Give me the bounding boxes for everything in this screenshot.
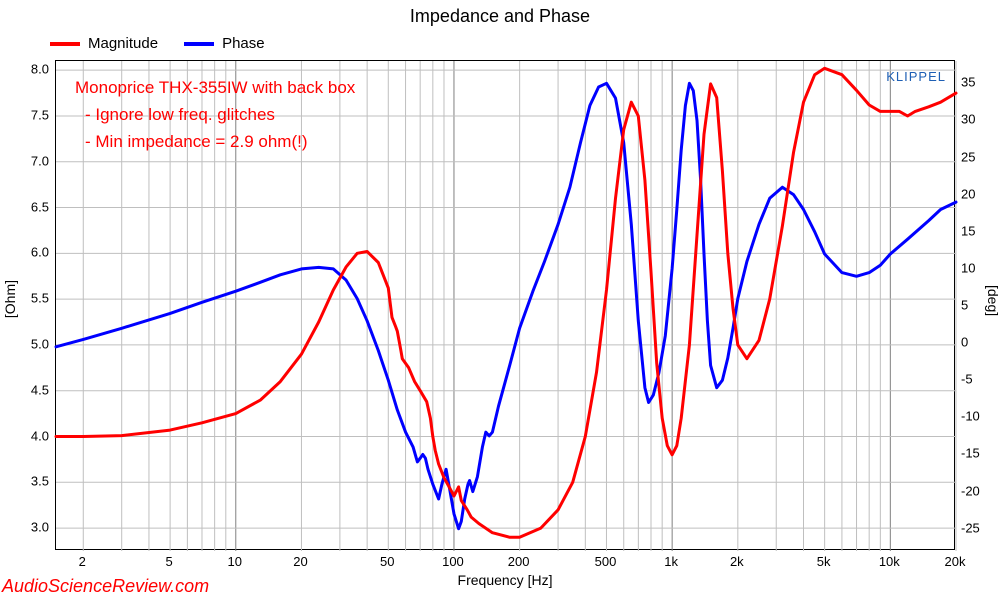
- y-right-tick: -20: [961, 483, 980, 498]
- x-tick: 1k: [664, 554, 678, 569]
- annotation: Monoprice THX-355IW with back box: [75, 78, 355, 98]
- legend-label-magnitude: Magnitude: [88, 35, 158, 52]
- y-left-tick: 8.0: [0, 62, 49, 77]
- legend-key-phase: [184, 42, 214, 46]
- legend-key-magnitude: [50, 42, 80, 46]
- y-right-tick: 10: [961, 260, 975, 275]
- x-tick: 10: [228, 554, 242, 569]
- y-right-tick: -10: [961, 409, 980, 424]
- y-right-tick: -15: [961, 446, 980, 461]
- klippel-logo: KLIPPEL: [886, 69, 946, 84]
- y-left-tick: 5.0: [0, 336, 49, 351]
- x-tick: 200: [508, 554, 530, 569]
- x-tick: 20k: [945, 554, 966, 569]
- y-right-tick: 30: [961, 112, 975, 127]
- y-left-tick: 7.5: [0, 107, 49, 122]
- y-right-tick: 5: [961, 298, 968, 313]
- y-left-tick: 7.0: [0, 153, 49, 168]
- x-tick: 500: [595, 554, 617, 569]
- x-tick: 50: [380, 554, 394, 569]
- y-left-tick: 6.0: [0, 245, 49, 260]
- y-left-tick: 6.5: [0, 199, 49, 214]
- x-tick: 5k: [817, 554, 831, 569]
- annotation: - Min impedance = 2.9 ohm(!): [85, 132, 308, 152]
- x-tick: 2k: [730, 554, 744, 569]
- y-left-tick: 4.5: [0, 382, 49, 397]
- y-right-tick: 35: [961, 75, 975, 90]
- x-tick: 5: [165, 554, 172, 569]
- y-right-tick: -25: [961, 520, 980, 535]
- y-right-tick: -5: [961, 372, 973, 387]
- y-right-tick: 0: [961, 335, 968, 350]
- y-left-label: [Ohm]: [2, 280, 18, 318]
- y-right-tick: 20: [961, 186, 975, 201]
- x-tick: 2: [79, 554, 86, 569]
- y-left-tick: 3.5: [0, 474, 49, 489]
- annotation: - Ignore low freq. glitches: [85, 105, 275, 125]
- y-right-label: [deg]: [985, 285, 1000, 316]
- x-tick: 100: [442, 554, 464, 569]
- legend-label-phase: Phase: [222, 35, 265, 52]
- y-right-tick: 25: [961, 149, 975, 164]
- chart-title: Impedance and Phase: [0, 6, 1000, 27]
- x-ticks: 251020501002005001k2k5k10k20k: [55, 554, 955, 574]
- legend: Magnitude Phase: [50, 35, 265, 52]
- y-right-tick: 15: [961, 223, 975, 238]
- x-tick: 20: [293, 554, 307, 569]
- y-left-tick: 3.0: [0, 520, 49, 535]
- x-tick: 10k: [879, 554, 900, 569]
- watermark: AudioScienceReview.com: [2, 576, 209, 597]
- y-left-tick: 4.0: [0, 428, 49, 443]
